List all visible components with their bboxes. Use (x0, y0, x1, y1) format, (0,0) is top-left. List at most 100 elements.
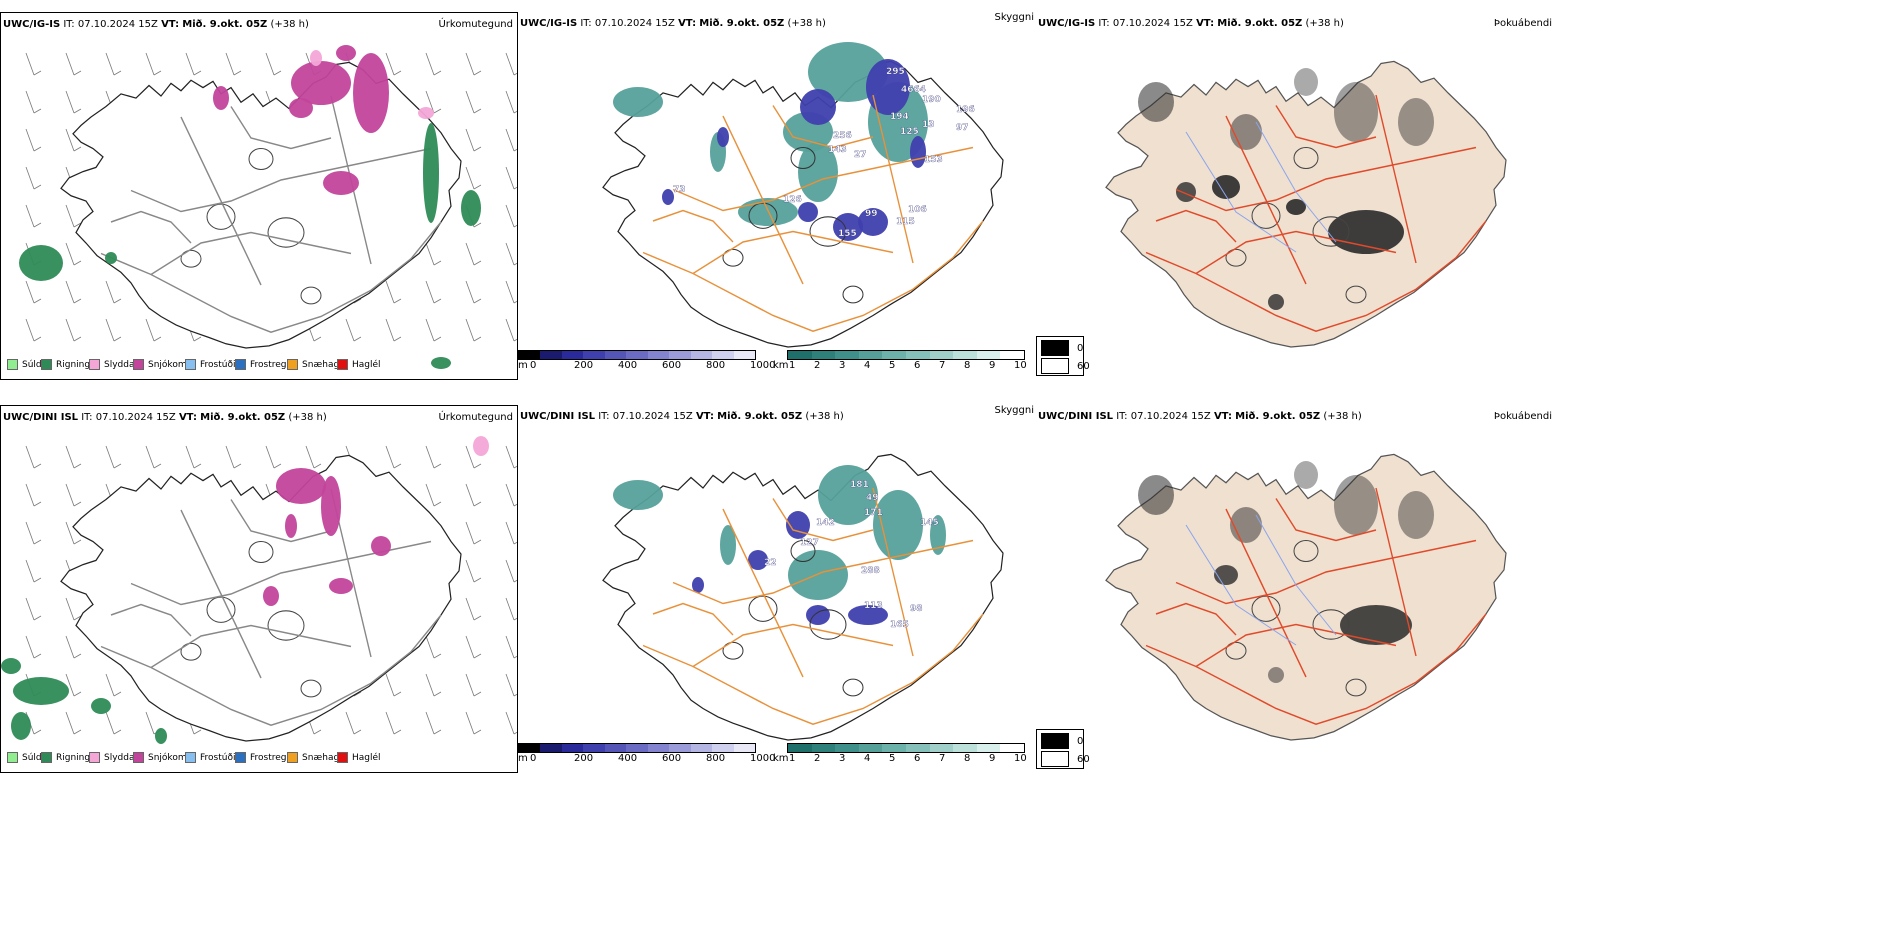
glacier-outline (790, 539, 816, 563)
precip-legend-item: Snæhagl (287, 752, 342, 763)
wind-barb (385, 318, 402, 342)
wind-barb (225, 52, 242, 76)
road-line (872, 94, 914, 264)
wind-barb (425, 711, 442, 735)
visibility-area (613, 480, 663, 510)
colorbar-swatch (976, 351, 1001, 359)
colorbar-swatch (647, 351, 670, 359)
vt-value: Mið. 9.okt. 05Z (1217, 18, 1303, 29)
legend-label: Frostregn (250, 359, 293, 370)
wind-barb (25, 166, 42, 190)
wind-barb (505, 635, 517, 659)
fog-area (1294, 461, 1318, 489)
wind-barb (25, 483, 42, 507)
fog-area (1138, 475, 1174, 515)
rain-area (461, 190, 481, 226)
colorbar-tick: 5 (889, 753, 896, 764)
road-line (652, 209, 734, 243)
wind-barb (185, 445, 202, 469)
road-line (230, 106, 332, 150)
wind-barb (385, 673, 402, 697)
ceiling-label: 194 (890, 112, 909, 122)
colorbar-swatch (561, 351, 584, 359)
ceiling-label: 22 (764, 558, 777, 568)
glacier-outline (1225, 641, 1247, 660)
low-ceiling-area (833, 213, 863, 241)
colorbar-swatch (604, 744, 627, 752)
model-name: UWC/DINI ISL (3, 412, 79, 423)
road-line (872, 487, 914, 657)
legend-swatch (235, 359, 246, 370)
road-line (1155, 209, 1237, 243)
precip-legend-item: Slydda (89, 359, 134, 370)
colorbar-tick: 600 (662, 753, 682, 764)
visibility-area (798, 142, 838, 202)
glacier-outline (1312, 609, 1350, 640)
colorbar-tick: 4 (864, 360, 871, 371)
vt-label: VT: (161, 19, 180, 30)
legend-label: Frostúði (200, 752, 236, 763)
wind-barb (505, 52, 517, 76)
rain-area (11, 712, 31, 740)
ceiling-label: 113 (864, 601, 883, 611)
wind-barb (305, 445, 322, 469)
ceiling-label: 125 (900, 127, 919, 137)
colorbar-swatch (905, 351, 930, 359)
visibility-unit: km (773, 753, 789, 764)
snow-area (263, 586, 279, 606)
colorbar-swatch (905, 744, 930, 752)
wind-barb (465, 673, 482, 697)
precip-legend-item: Haglél (337, 752, 381, 763)
ceiling-label: 171 (864, 508, 883, 518)
forecast-header: UWC/DINI ISL IT: 07.10.2024 15Z VT: Mið.… (1038, 411, 1362, 422)
ceiling-label: 256 (833, 131, 852, 141)
wind-barb (385, 711, 402, 735)
snow-area (371, 536, 391, 556)
wind-barb (345, 318, 362, 342)
colorbar-tick: 8 (964, 360, 971, 371)
glacier-outline (1312, 216, 1350, 247)
road-line (100, 614, 442, 727)
ceiling-label: 165 (890, 620, 909, 630)
snow-area (329, 578, 353, 594)
colorbar-tick: 2 (814, 753, 821, 764)
ceiling-label: 49 (866, 493, 879, 503)
wind-barb (25, 635, 42, 659)
snow-area (213, 86, 229, 110)
road-line (1375, 487, 1417, 657)
legend-label: Rigning (56, 752, 91, 763)
road-line (652, 602, 734, 636)
fog-area (1328, 210, 1404, 254)
legend-swatch (133, 359, 144, 370)
wind-barb (385, 52, 402, 76)
colorbar-swatch (835, 351, 859, 359)
low-ceiling-area (800, 89, 836, 125)
legend-swatch (41, 752, 52, 763)
glacier-outline (206, 203, 236, 230)
glacier-outline (722, 641, 744, 660)
wind-barb (465, 280, 482, 304)
colorbar-swatch (788, 744, 812, 752)
glacier-outline (809, 216, 847, 247)
glacier-outline (267, 610, 305, 641)
wind-barb (105, 318, 122, 342)
road-line (100, 221, 442, 334)
forecast-header: UWC/DINI ISL IT: 07.10.2024 15Z VT: Mið.… (520, 411, 844, 422)
it-value: 07.10.2024 15Z (612, 411, 693, 422)
legend-label: 60 (1077, 360, 1090, 372)
wind-barb (145, 52, 162, 76)
wind-barb (425, 318, 442, 342)
precip-map (19, 45, 517, 369)
precip-legend-item: Rigning (41, 359, 90, 370)
legend-swatch (1041, 340, 1069, 356)
glacier-outline (1345, 285, 1367, 304)
colorbar-tick: 3 (839, 360, 846, 371)
legend-swatch (7, 752, 18, 763)
road-line (1175, 539, 1477, 605)
wind-barb (65, 242, 82, 266)
visibility-area (788, 550, 848, 600)
fog-area (1138, 82, 1174, 122)
legend-swatch (235, 752, 246, 763)
wind-barb (505, 90, 517, 114)
wind-barb (65, 280, 82, 304)
